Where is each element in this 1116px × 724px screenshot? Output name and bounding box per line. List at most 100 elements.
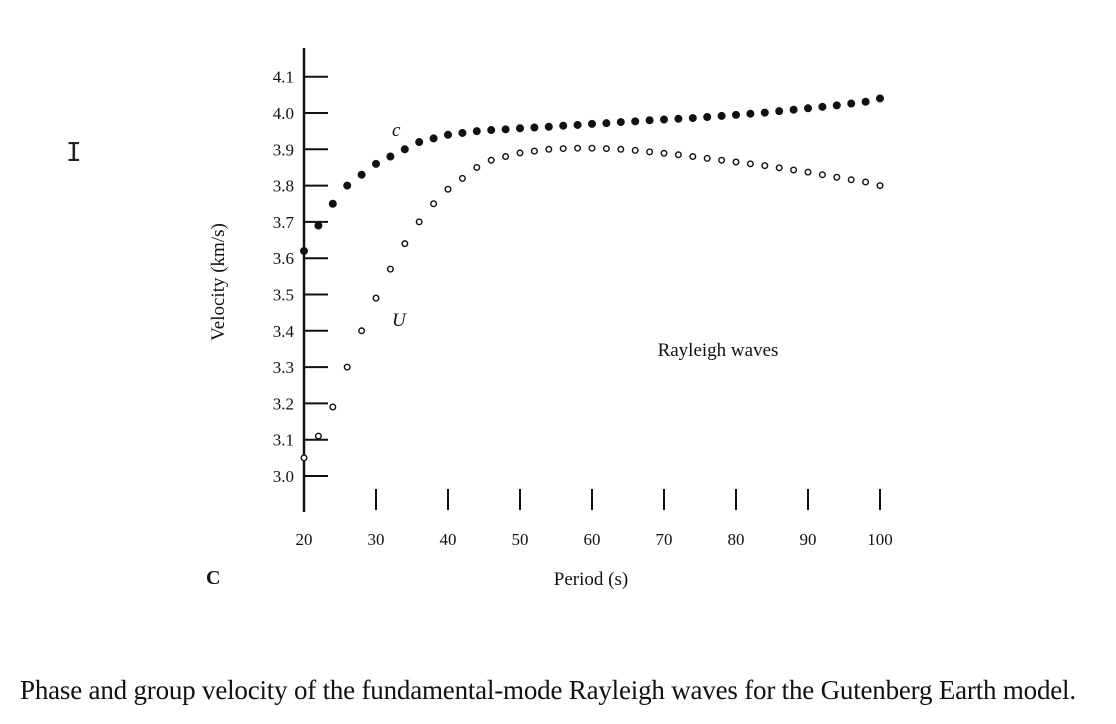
group-velocity-point [487,156,495,164]
group-velocity-point [458,174,466,182]
group-velocity-point [574,144,582,152]
group-velocity-point [862,178,870,186]
y-axis-title: Velocity (km/s) [208,223,229,341]
group-velocity-point [473,163,481,171]
group-velocity-point [329,403,337,411]
phase-velocity-point [674,114,683,123]
phase-velocity-point [386,152,395,161]
phase-velocity-point [559,121,568,130]
group-velocity-point [689,153,697,161]
group-velocity-point [732,158,740,166]
panel-letter: C [206,567,220,589]
phase-velocity-point [775,107,784,116]
x-tick-label: 70 [656,530,673,549]
group-velocity-point [631,146,639,154]
y-tick-label: 3.9 [273,140,294,159]
group-velocity-point [358,327,366,335]
data-points [299,94,885,462]
phase-velocity-point [616,118,625,127]
series-c [299,94,885,255]
phase-velocity-point [847,99,856,108]
group-velocity-point [876,182,884,190]
group-velocity-point [775,164,783,172]
y-tick-label: 3.0 [273,467,294,486]
phase-velocity-point [717,111,726,120]
group-velocity-point [833,173,841,181]
series-label-c: c [392,120,401,141]
phase-velocity-point [472,127,481,136]
group-velocity-point [430,200,438,208]
phase-velocity-point [371,159,380,168]
x-tick-label: 80 [728,530,745,549]
phase-velocity-point [530,123,539,132]
x-tick-label: 100 [867,530,893,549]
phase-velocity-point [299,246,308,255]
y-axis: 3.0 3.1 3.2 3.3 3.4 3.5 3.6 3.7 3.8 3.9 4.0 4.1 [273,48,328,512]
series-u [300,144,884,462]
group-velocity-point [516,149,524,157]
phase-velocity-point [343,181,352,190]
phase-velocity-point [688,114,697,123]
group-velocity-point [530,147,538,155]
y-tick-label: 3.8 [273,177,294,196]
y-tick-label: 3.7 [273,213,295,232]
group-velocity-point [372,294,380,302]
phase-velocity-point [443,130,452,139]
group-velocity-point [646,148,654,156]
group-velocity-point [703,154,711,162]
x-tick-label: 20 [296,530,313,549]
phase-velocity-point [415,138,424,147]
x-axis-title: Period (s) [554,569,628,590]
phase-velocity-point [789,105,798,114]
phase-velocity-point [501,125,510,134]
y-tick-label: 3.3 [273,358,294,377]
group-velocity-point [415,218,423,226]
phase-velocity-point [760,108,769,117]
phase-velocity-point [544,122,553,131]
phase-velocity-point [818,102,827,111]
phase-velocity-point [861,97,870,106]
x-tick-label: 90 [800,530,817,549]
velocity-chart: 3.0 3.1 3.2 3.3 3.4 3.5 3.6 3.7 3.8 3.9 4.0 4.1 20 3… [206,48,893,590]
group-velocity-point [401,240,409,248]
group-velocity-point [386,265,394,273]
group-velocity-point [602,145,610,153]
phase-velocity-point [458,128,467,137]
y-tick-label: 3.1 [273,431,294,450]
phase-velocity-point [732,110,741,119]
group-velocity-point [545,145,553,153]
x-axis: 20 30 40 50 60 70 80 90 100 [296,489,893,549]
group-velocity-point [660,149,668,157]
group-velocity-point [674,151,682,159]
phase-velocity-point [328,199,337,208]
group-velocity-point [790,166,798,174]
group-velocity-point [804,168,812,176]
x-tick-label: 60 [584,530,601,549]
phase-velocity-point [660,115,669,124]
phase-velocity-point [746,109,755,118]
group-velocity-point [343,363,351,371]
phase-velocity-point [429,134,438,143]
figure-caption: Phase and group velocity of the fundamen… [20,675,1076,705]
phase-velocity-point [357,170,366,179]
phase-velocity-point [487,126,496,135]
x-tick-label: 40 [440,530,457,549]
y-tick-label: 4.0 [273,104,294,123]
phase-velocity-point [400,145,409,154]
y-ticks: 3.0 3.1 3.2 3.3 3.4 3.5 3.6 3.7 3.8 3.9 4.0 4.1 [273,68,328,486]
group-velocity-point [300,454,308,462]
phase-velocity-point [832,101,841,110]
group-velocity-point [559,145,567,153]
phase-velocity-point [314,221,323,230]
phase-velocity-point [602,119,611,128]
phase-velocity-point [703,112,712,121]
x-tick-label: 50 [512,530,529,549]
series-label-u: U [392,310,407,331]
x-ticks: 20 30 40 50 60 70 80 90 100 [296,489,893,549]
group-velocity-point [718,156,726,164]
group-velocity-point [314,432,322,440]
y-tick-label: 4.1 [273,68,294,87]
phase-velocity-point [876,94,885,103]
phase-velocity-point [631,117,640,126]
phase-velocity-point [588,119,597,128]
